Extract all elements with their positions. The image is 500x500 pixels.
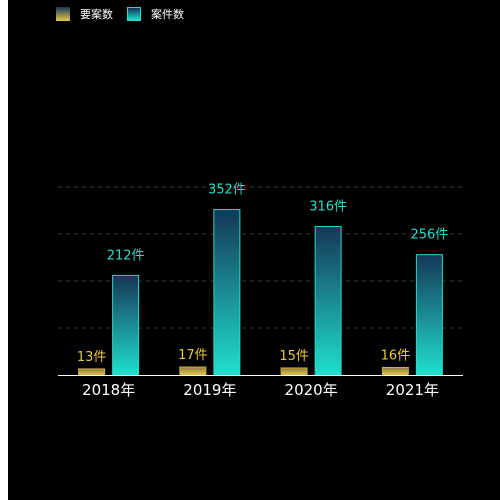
data-label-cases: 352件: [208, 183, 246, 198]
x-tick-label: 2018年: [82, 381, 135, 399]
bar-important-cases[interactable]: [179, 366, 207, 376]
legend-swatch-cases: [127, 7, 141, 21]
bar-cases[interactable]: [314, 225, 342, 376]
data-label-cases: 256件: [410, 228, 448, 243]
legend-label-cases: 案件数: [151, 8, 184, 21]
chart-area: 要案数 案件数 13件 212件 17件 352件 15件 316件 16件 256件 201…: [8, 0, 500, 500]
data-label-cases: 316件: [309, 199, 347, 214]
bar-important-cases[interactable]: [78, 368, 106, 376]
bar-cases[interactable]: [112, 274, 140, 376]
legend-item-cases[interactable]: 案件数: [127, 6, 184, 22]
bar-cases[interactable]: [213, 209, 241, 376]
legend-item-important-cases[interactable]: 要案数: [56, 6, 113, 22]
data-label-cases: 212件: [107, 248, 145, 263]
x-tick-label: 2020年: [285, 381, 338, 399]
data-label-important-cases: 16件: [381, 348, 411, 363]
legend-label-important-cases: 要案数: [80, 8, 113, 21]
legend: 要案数 案件数: [56, 6, 198, 22]
legend-swatch-important-cases: [56, 7, 70, 21]
data-label-important-cases: 17件: [178, 348, 208, 363]
x-tick-label: 2021年: [386, 381, 439, 399]
data-labels: 13件 212件 17件 352件 15件 316件 16件 256件: [77, 183, 448, 365]
bar-important-cases[interactable]: [381, 366, 409, 376]
x-axis-ticks: 2018年 2019年 2020年 2021年: [82, 381, 439, 399]
bar-important-cases[interactable]: [280, 367, 308, 376]
bar-cases[interactable]: [415, 254, 443, 376]
x-tick-label: 2019年: [183, 381, 236, 399]
data-label-important-cases: 15件: [279, 349, 309, 364]
bars: [78, 209, 443, 376]
data-label-important-cases: 13件: [77, 350, 107, 365]
